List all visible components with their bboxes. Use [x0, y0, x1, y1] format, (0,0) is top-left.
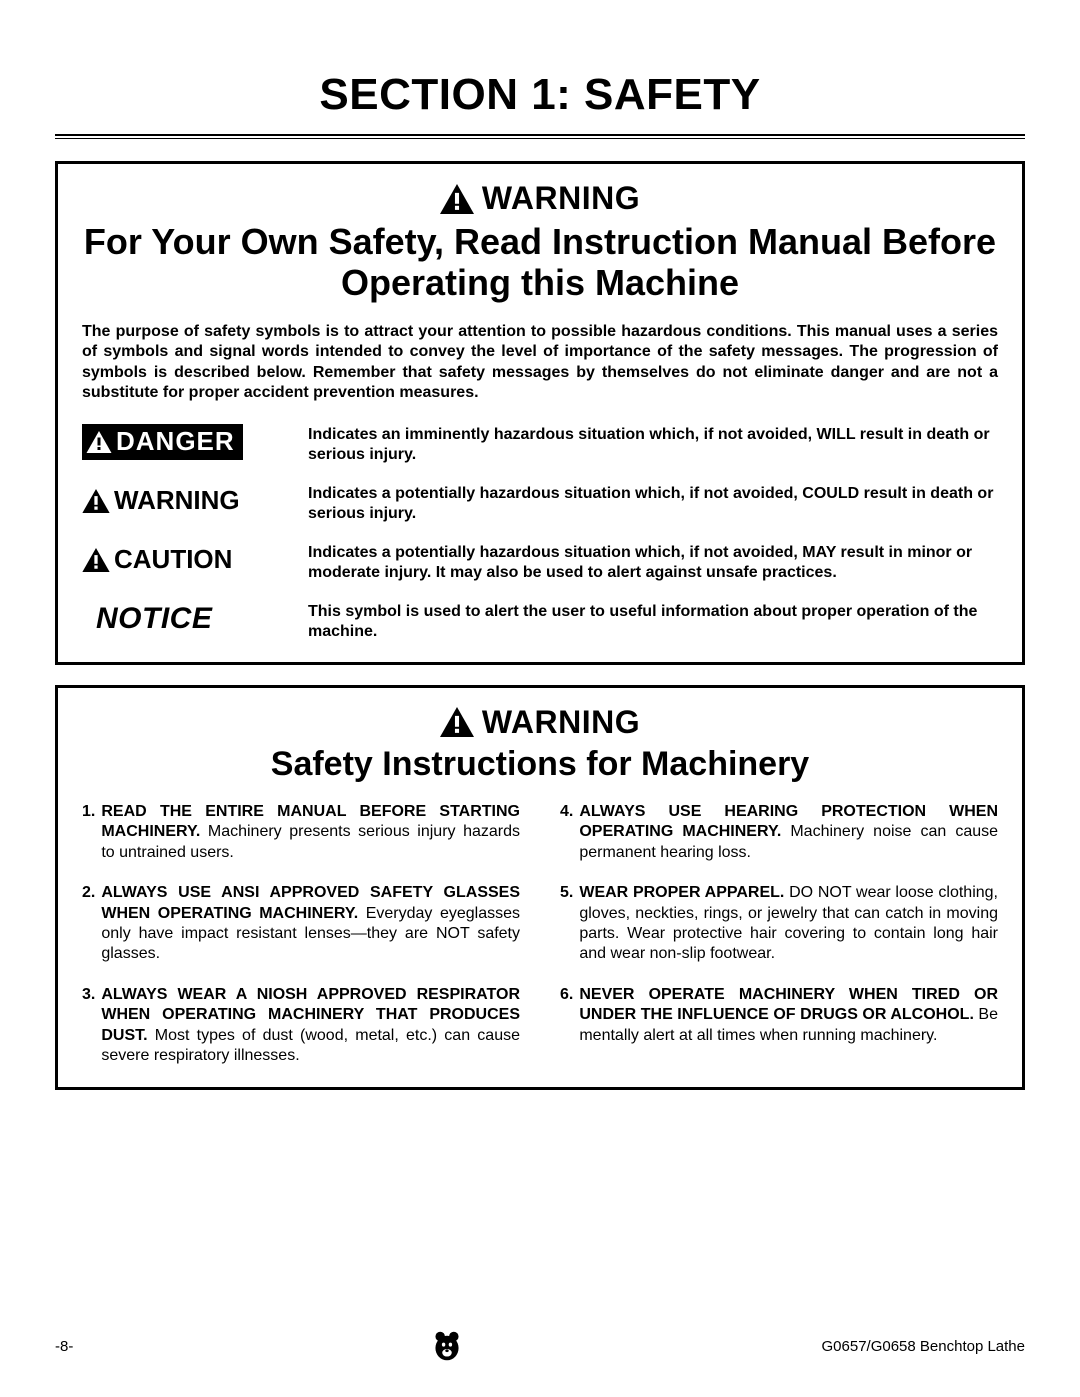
symbol-row-caution: CAUTION Indicates a potentially hazardou… — [82, 542, 998, 583]
safety-symbols-box: WARNING For Your Own Safety, Read Instru… — [55, 161, 1025, 665]
notice-text: NOTICE — [82, 602, 212, 636]
divider-double-rule — [55, 134, 1025, 139]
caution-triangle-icon — [82, 548, 110, 572]
warning-word: WARNING — [482, 180, 640, 217]
page: SECTION 1: SAFETY WARNING For Your Own S… — [0, 0, 1080, 1397]
instructions-col-right: 4. ALWAYS USE HEARING PROTECTION WHEN OP… — [560, 802, 998, 1067]
warning-desc: Indicates a potentially hazardous situat… — [308, 483, 998, 524]
warning-label: WARNING — [82, 483, 294, 519]
instruction-item: 2. ALWAYS USE ANSI APPROVED SAFETY GLASS… — [82, 883, 520, 965]
notice-desc: This symbol is used to alert the user to… — [308, 601, 998, 642]
instruction-item: 6. NEVER OPERATE MACHINERY WHEN TIRED OR… — [560, 985, 998, 1046]
box2-headline: Safety Instructions for Machinery — [82, 745, 998, 784]
warning-triangle-icon — [440, 707, 474, 737]
warning-triangle-icon — [82, 489, 110, 513]
item-number: 5. — [560, 883, 573, 965]
danger-triangle-icon — [86, 431, 112, 453]
document-id: G0657/G0658 Benchtop Lathe — [822, 1338, 1026, 1355]
bear-logo-icon — [430, 1329, 464, 1363]
caution-desc: Indicates a potentially hazardous situat… — [308, 542, 998, 583]
instructions-col-left: 1. READ THE ENTIRE MANUAL BEFORE STARTIN… — [82, 802, 520, 1067]
item-rest: Most types of dust (wood, metal, etc.) c… — [101, 1027, 520, 1064]
danger-text: DANGER — [116, 426, 235, 457]
purpose-paragraph: The purpose of safety symbols is to attr… — [82, 322, 998, 404]
page-footer: -8- G0657/G0658 Benchtop Lathe — [55, 1329, 1025, 1363]
warning-triangle-icon — [440, 184, 474, 214]
caution-text: CAUTION — [114, 544, 232, 575]
box1-headline: For Your Own Safety, Read Instruction Ma… — [82, 221, 998, 304]
symbol-row-warning: WARNING Indicates a potentially hazardou… — [82, 483, 998, 524]
instruction-item: 1. READ THE ENTIRE MANUAL BEFORE STARTIN… — [82, 802, 520, 863]
symbol-row-notice: NOTICE This symbol is used to alert the … — [82, 601, 998, 642]
instruction-item: 3. ALWAYS WEAR A NIOSH APPROVED RESPIRAT… — [82, 985, 520, 1067]
item-number: 4. — [560, 802, 573, 863]
instruction-item: 4. ALWAYS USE HEARING PROTECTION WHEN OP… — [560, 802, 998, 863]
symbol-definitions: DANGER Indicates an imminently hazardous… — [82, 424, 998, 642]
symbol-row-danger: DANGER Indicates an imminently hazardous… — [82, 424, 998, 465]
instructions-columns: 1. READ THE ENTIRE MANUAL BEFORE STARTIN… — [82, 802, 998, 1067]
caution-label: CAUTION — [82, 542, 294, 578]
instruction-item: 5. WEAR PROPER APPAREL. DO NOT wear loos… — [560, 883, 998, 965]
warning-header: WARNING — [82, 180, 998, 217]
item-number: 6. — [560, 985, 573, 1046]
warning-text: WARNING — [114, 485, 240, 516]
item-number: 3. — [82, 985, 95, 1067]
item-number: 1. — [82, 802, 95, 863]
danger-badge: DANGER — [82, 424, 243, 460]
notice-label: NOTICE — [82, 601, 294, 637]
item-number: 2. — [82, 883, 95, 965]
item-lead: NEVER OPERATE MACHINERY WHEN TIRED OR UN… — [579, 986, 998, 1023]
safety-instructions-box: WARNING Safety Instructions for Machiner… — [55, 685, 1025, 1090]
warning-word-2: WARNING — [482, 704, 640, 741]
page-number: -8- — [55, 1338, 73, 1355]
section-title: SECTION 1: SAFETY — [55, 70, 1025, 120]
item-lead: WEAR PROPER APPAREL. — [579, 884, 784, 901]
danger-desc: Indicates an imminently hazardous situat… — [308, 424, 998, 465]
warning-header-2: WARNING — [82, 704, 998, 741]
danger-label: DANGER — [82, 424, 294, 460]
